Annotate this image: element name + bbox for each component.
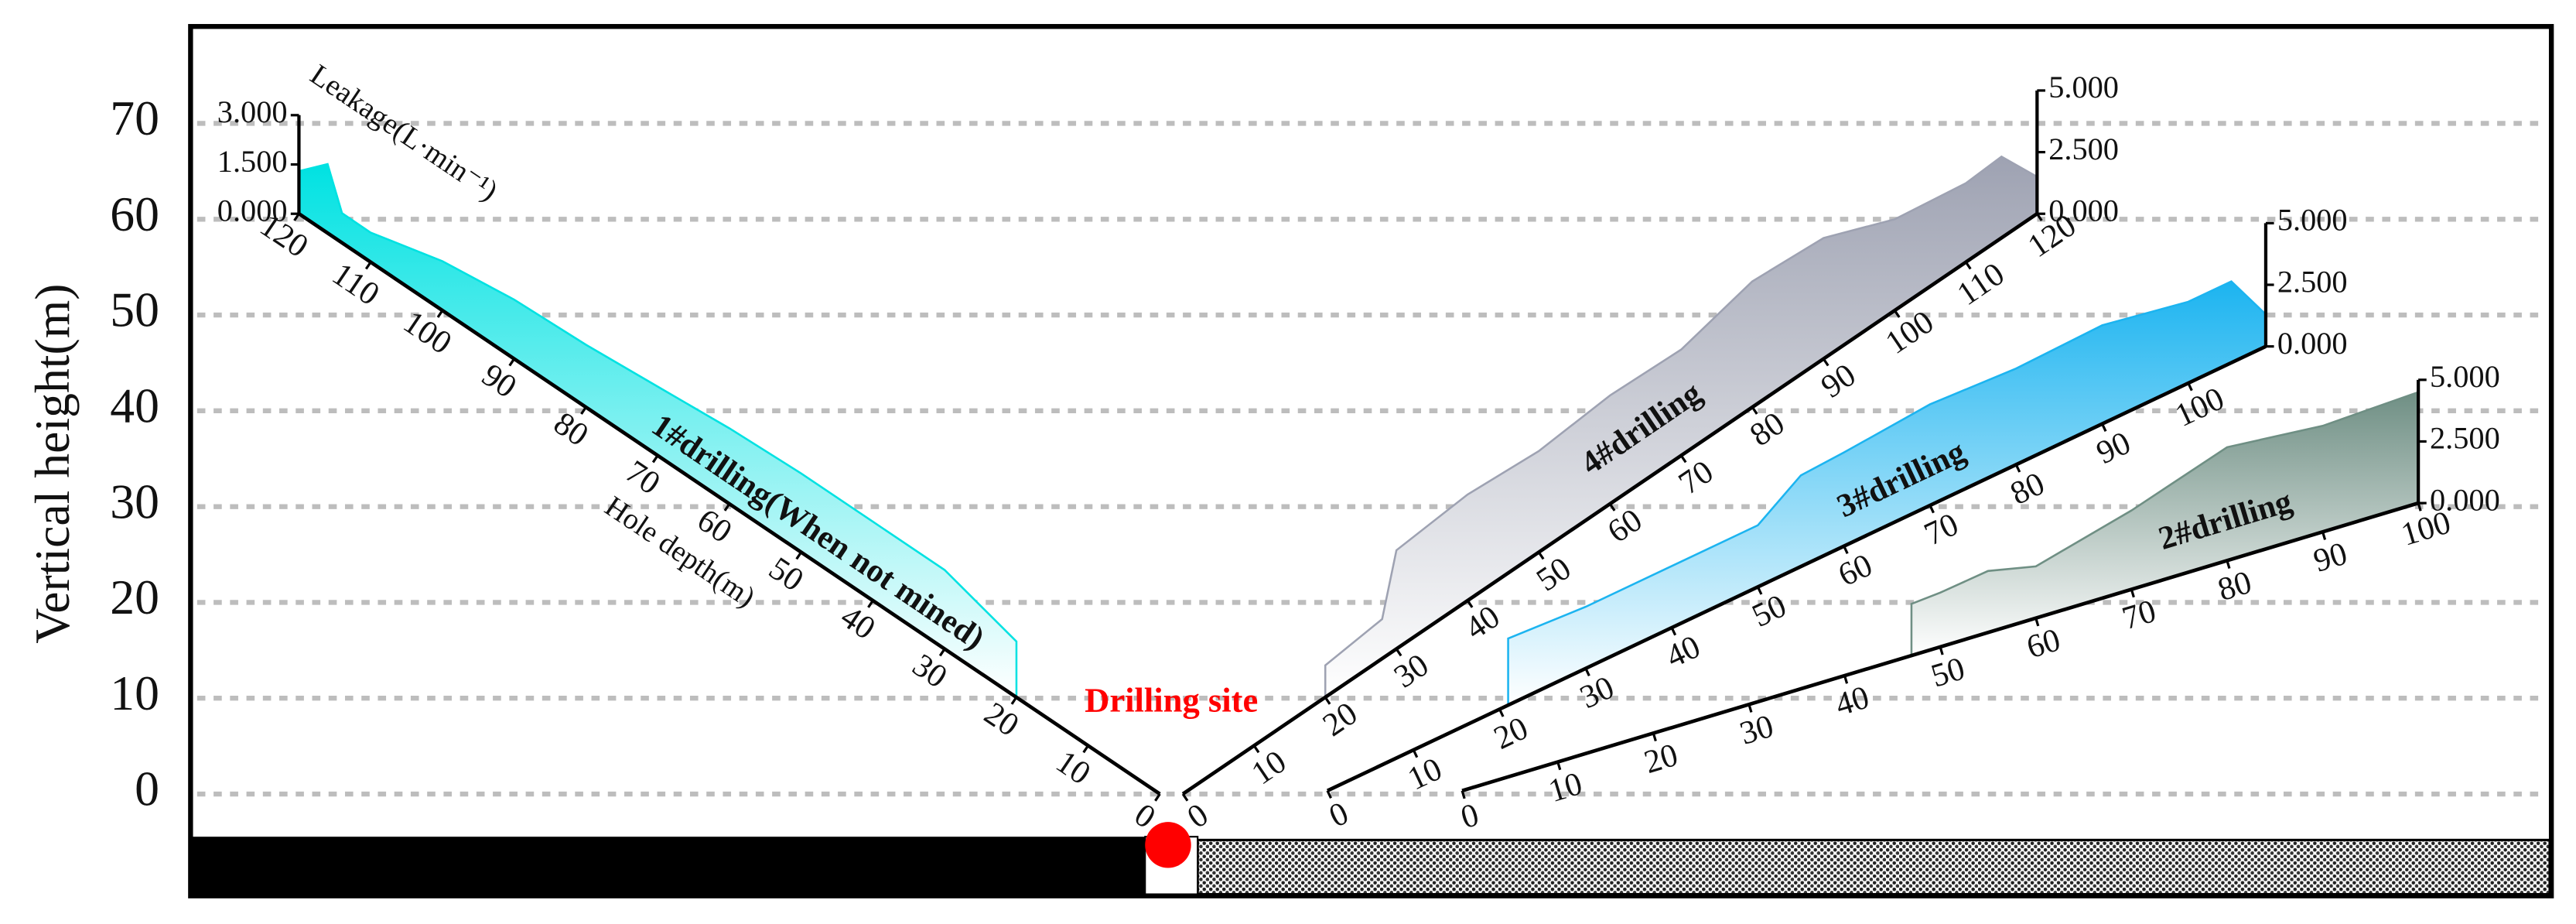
depth-tick bbox=[938, 648, 946, 657]
depth-tick bbox=[1326, 790, 1332, 799]
y-tick-label: 50 bbox=[110, 282, 159, 337]
depth-tick bbox=[1498, 708, 1505, 717]
leakage-tick-label: 0.000 bbox=[2277, 326, 2348, 361]
depth-tick bbox=[723, 503, 731, 512]
y-tick-label: 0 bbox=[135, 761, 159, 816]
hole-line bbox=[298, 212, 1161, 796]
leakage-tick-label: 0.000 bbox=[2048, 193, 2119, 228]
depth-tick bbox=[1324, 696, 1331, 705]
depth-tick bbox=[1461, 790, 1466, 799]
hole-line bbox=[1326, 344, 2267, 792]
leakage-tick-label: 1.500 bbox=[217, 144, 288, 179]
depth-tick bbox=[2101, 423, 2107, 433]
leakage-tick-label: 5.000 bbox=[2048, 70, 2119, 104]
depth-tick bbox=[1843, 546, 1849, 555]
depth-tick bbox=[1748, 703, 1753, 713]
depth-tick bbox=[1537, 551, 1545, 560]
coal-seam bbox=[192, 837, 1146, 895]
depth-tick bbox=[436, 310, 444, 318]
depth-tick bbox=[1010, 696, 1018, 705]
y-tick-label: 40 bbox=[110, 378, 159, 433]
depth-tick bbox=[1584, 668, 1590, 677]
y-axis-title: Vertical height(m) bbox=[25, 284, 80, 644]
y-tick-label: 10 bbox=[110, 666, 159, 720]
depth-tick bbox=[1395, 648, 1402, 657]
depth-tick bbox=[1964, 261, 1972, 270]
depth-tick bbox=[2321, 531, 2327, 540]
depth-tick bbox=[1929, 505, 1935, 514]
depth-tick bbox=[1670, 627, 1677, 636]
depth-tick bbox=[2130, 589, 2135, 598]
depth-tick bbox=[795, 551, 802, 560]
depth-tick bbox=[651, 454, 659, 464]
depth-tick bbox=[1939, 646, 1944, 655]
goaf bbox=[1196, 838, 2551, 896]
depth-tick bbox=[1608, 503, 1616, 512]
annotation: Drilling site bbox=[1085, 680, 1258, 719]
depth-tick bbox=[1412, 749, 1419, 758]
depth-tick bbox=[1556, 761, 1562, 771]
depth-tick bbox=[1751, 406, 1758, 415]
depth-tick bbox=[1843, 675, 1849, 684]
leakage-tick-label: 2.500 bbox=[2277, 264, 2348, 299]
leakage-tick-label: 0.000 bbox=[2430, 482, 2500, 517]
depth-tick bbox=[1082, 744, 1089, 754]
y-tick-label: 60 bbox=[110, 187, 159, 241]
depth-tick bbox=[1466, 600, 1474, 608]
leakage-tick-label: 5.000 bbox=[2430, 359, 2500, 394]
y-tick-label: 70 bbox=[110, 91, 159, 145]
depth-tick bbox=[2226, 560, 2231, 570]
depth-tick bbox=[508, 358, 515, 367]
y-tick-label: 30 bbox=[110, 474, 159, 529]
leakage-tick-label: 5.000 bbox=[2277, 203, 2348, 238]
depth-tick bbox=[867, 600, 874, 608]
depth-tick bbox=[1822, 358, 1830, 367]
leakage-tick-label: 0.000 bbox=[217, 193, 288, 228]
depth-tick bbox=[2034, 618, 2040, 627]
depth-tick bbox=[364, 261, 372, 270]
leakage-tick-label: 3.000 bbox=[217, 94, 288, 129]
depth-tick bbox=[1893, 310, 1901, 318]
depth-tick bbox=[2417, 502, 2422, 512]
depth-tick bbox=[1181, 793, 1189, 802]
depth-tick bbox=[2014, 464, 2021, 473]
depth-tick bbox=[2187, 382, 2193, 392]
y-tick-label: 20 bbox=[110, 570, 159, 625]
depth-tick bbox=[1252, 744, 1260, 754]
depth-tick bbox=[580, 406, 587, 415]
leakage-tick-label: 2.500 bbox=[2048, 132, 2119, 166]
depth-tick bbox=[1154, 793, 1161, 802]
leakage-tick-label: 2.500 bbox=[2430, 421, 2500, 456]
depth-tick bbox=[1756, 586, 1763, 595]
depth-tick bbox=[1679, 454, 1687, 464]
drilling-site-marker bbox=[1145, 822, 1191, 868]
frame bbox=[188, 24, 2554, 898]
depth-tick bbox=[1652, 732, 1657, 742]
